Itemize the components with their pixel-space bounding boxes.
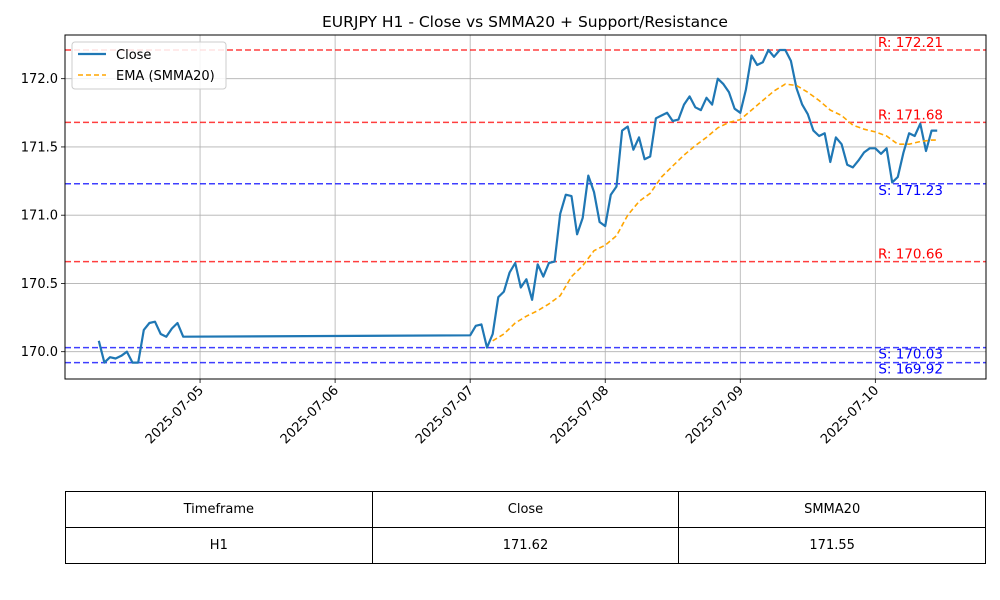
y-tick-label: 170.5 [21,277,58,292]
table-header-row: Timeframe Close SMMA20 [65,491,986,528]
y-tick-label: 170.0 [21,345,58,360]
x-tick-label: 2025-07-05 [143,383,207,447]
x-tick-label: 2025-07-06 [278,383,342,447]
legend-box [71,41,227,90]
resistance-level-label: R: 170.66 [878,247,943,263]
legend-label-smma20: EMA (SMMA20) [116,69,215,84]
table-cell: 171.55 [678,527,986,564]
x-tick-label: 2025-07-09 [683,383,747,447]
resistance-level-label: R: 171.68 [878,107,943,123]
smma20-line [492,83,938,342]
chart: EURJPY H1 - Close vs SMMA20 + Support/Re… [21,13,987,447]
table-header-cell: SMMA20 [678,491,986,528]
legend-label-close: Close [116,48,151,63]
support-level-label: S: 170.03 [878,347,943,363]
table-cell: H1 [65,527,373,564]
y-tick-label: 171.0 [21,209,58,224]
table-row: H1 171.62 171.55 [65,527,986,564]
x-tick-label: 2025-07-10 [818,383,882,447]
resistance-level-label: R: 172.21 [878,35,943,51]
support-level-label: S: 169.92 [878,362,943,378]
y-tick-label: 171.5 [21,140,58,155]
series [97,48,938,364]
support-level-label: S: 171.23 [878,183,943,199]
chart-title: EURJPY H1 - Close vs SMMA20 + Support/Re… [322,13,728,31]
table-cell: 171.62 [371,527,680,564]
axes: 170.0 170.5 171.0 171.5 172.0 2025-07-05 2025-… [21,72,882,447]
close-price-line [97,48,938,364]
plot-frame [64,34,987,380]
x-tick-label: 2025-07-08 [548,383,612,447]
legend: Close EMA (SMMA20) [71,41,227,90]
table-header-cell: Close [371,491,680,528]
y-tick-label: 172.0 [21,72,58,87]
summary-table: Timeframe Close SMMA20 H1 171.62 171.55 [65,491,986,564]
table-header-cell: Timeframe [65,491,373,528]
x-tick-label: 2025-07-07 [413,383,477,447]
